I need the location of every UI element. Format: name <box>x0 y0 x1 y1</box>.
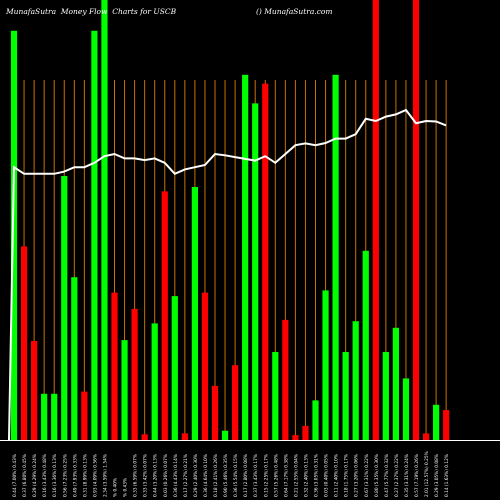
x-tick-label: % 0.43% <box>123 478 129 497</box>
x-tick-label: 0.14 (1.63%) 0.12% <box>444 454 450 497</box>
money-flow-bar <box>352 321 359 440</box>
vertical-grid-lines <box>13 80 447 440</box>
x-tick-label: 0.33 (3.42%) 0.07% <box>143 454 149 497</box>
x-tick-label: 0.57 (5.26%) 0.48% <box>273 454 279 497</box>
x-tick-label: 0.17 (2.80%) 0.08% <box>243 454 249 497</box>
x-tick-label: 0.37 (6.80%) 0.45% <box>22 454 28 497</box>
x-tick-label: 0.21 (2.55%) 0.04% <box>293 454 299 497</box>
x-tick-label: 2.34 (3.59%) 1.54% <box>102 454 108 497</box>
money-flow-bar <box>221 430 229 440</box>
money-flow-average-line <box>8 108 447 441</box>
x-tick-label: 0.80 (5.35%) 0.30% <box>374 454 380 497</box>
x-tick-label: 0.36 (4.43%) 0.14% <box>173 454 179 497</box>
x-tick-label: 0.03 (0.40%) 0.05% <box>324 454 330 497</box>
x-tick-label: 0.29 (2.40%) 0.30% <box>193 454 199 497</box>
x-tick-label: 0.27 (2.37%) 0.22% <box>394 454 400 497</box>
x-tick-label: 0.17 (2.27%) 0.21% <box>183 454 189 497</box>
money-flow-bar <box>382 352 389 440</box>
x-tick-label: 0.18 (1.75%) 0.17% <box>344 454 350 497</box>
x-tick-label: % 0.40% <box>113 478 119 497</box>
x-tick-label: 0.56 (7.23%) 0.25% <box>62 454 68 497</box>
money-flow-bar <box>101 0 108 440</box>
x-tick-label: 0.29 (4.29%) 0.24% <box>32 454 38 497</box>
money-flow-bar <box>51 393 58 440</box>
money-flow-bar <box>41 393 48 440</box>
money-flow-bar <box>211 385 219 440</box>
money-flow-bar <box>402 378 410 440</box>
money-flow-bar <box>201 292 209 440</box>
money-flow-bar <box>282 319 289 440</box>
money-flow-bar <box>61 176 68 440</box>
x-tick-label: 0.36 (3.05%) 0.31% <box>314 454 320 497</box>
x-tick-label: 0.16 (3.36%) 0.13% <box>52 454 58 497</box>
x-tick-label: 0.27 (3.20%) 0.06% <box>354 454 360 497</box>
money-flow-bar <box>111 292 118 440</box>
x-tick-label: 2.01 (12.57%) 0.25% <box>424 451 430 497</box>
money-flow-bar <box>392 327 399 440</box>
x-tick-label: 0.15 (2.25%) 0.17% <box>263 454 269 497</box>
x-tick-label: 0.93 (4.09%) 0.56% <box>92 454 98 497</box>
money-flow-bar <box>242 74 249 441</box>
x-axis-tick-labels: 0.44 (7.00%) 0.43% 0.37 (6.80%) 0.45% 0.29… <box>12 451 450 497</box>
site-name: () MunafaSutra.com <box>256 7 333 16</box>
money-flow-bar <box>272 352 279 440</box>
x-tick-label: 0.03 (0.26%) 0.07% <box>163 454 169 497</box>
money-flow-bar <box>121 340 128 440</box>
x-tick-label: 0.44 (3.20%) 0.13% <box>153 454 159 497</box>
money-flow-bar <box>312 400 319 440</box>
money-flow-bar <box>302 425 309 440</box>
chart-title: MunafaSutra Money Flow Charts for USCB <box>6 7 177 16</box>
x-tick-label: 0.11 (2.40%) 0.10% <box>334 454 340 497</box>
x-tick-label: 0.33 (6.59%) 0.07% <box>133 454 139 497</box>
money-flow-bar <box>412 0 420 440</box>
money-flow-bar <box>433 404 440 440</box>
money-flow-bar <box>443 410 450 440</box>
x-tick-label: 0.67 (3.31%) 0.22% <box>364 454 370 497</box>
x-tick-label: 0.31 (8.99%) 0.13% <box>82 454 88 497</box>
money-flow-bar <box>232 365 239 440</box>
money-flow-bar <box>31 341 38 440</box>
money-flow-bar <box>91 30 98 441</box>
x-tick-label: 0.32 (2.40%) 0.13% <box>303 454 309 497</box>
x-tick-label: 0.16 (3.43%) 0.48% <box>42 454 48 497</box>
money-flow-bar <box>71 277 78 440</box>
money-flow-bar <box>262 83 269 440</box>
money-flow-bar <box>161 191 168 440</box>
money-flow-bars <box>10 0 450 441</box>
x-tick-label: 0.90 (5.46%) 0.35% <box>223 454 229 497</box>
x-tick-label: 0.36 (4.64%) 0.10% <box>203 454 209 497</box>
money-flow-bar <box>171 296 178 440</box>
money-flow-bar <box>362 250 369 440</box>
x-tick-label: 0.29 (3.05%) 0.08% <box>434 454 440 497</box>
money-flow-bar <box>322 290 329 440</box>
x-tick-label: 0.44 (7.00%) 0.43% <box>12 454 18 497</box>
money-flow-bar <box>141 434 148 440</box>
x-tick-label: 0.35 (3.31%) 0.24% <box>404 454 410 497</box>
x-tick-label: 0.37 (3.43%) 0.17% <box>253 454 259 497</box>
x-tick-label: 0.47 (5.77%) 0.32% <box>384 454 390 497</box>
money-flow-bar <box>20 246 28 440</box>
money-flow-bar <box>252 103 259 441</box>
money-flow-bar <box>372 0 379 440</box>
x-tick-label: 0.57 (7.19%) 0.26% <box>414 454 420 497</box>
money-flow-bar <box>191 187 198 440</box>
x-tick-label: 0.49 (7.93%) 0.33% <box>72 454 78 497</box>
money-flow-bar <box>292 435 299 440</box>
money-flow-bar <box>151 323 158 440</box>
money-flow-bar <box>131 308 138 440</box>
money-flow-bar <box>332 74 339 441</box>
x-tick-label: 0.64 (7.17%) 0.38% <box>283 454 289 497</box>
x-tick-label: 0.18 (2.41%) 0.26% <box>213 454 219 497</box>
money-flow-bar <box>181 433 188 440</box>
money-flow-bar <box>10 30 18 441</box>
money-flow-bar <box>81 391 88 440</box>
x-tick-label: 0.36 (5.54%) 0.15% <box>233 454 239 497</box>
money-flow-bar <box>342 352 349 440</box>
money-flow-bar <box>422 433 430 440</box>
